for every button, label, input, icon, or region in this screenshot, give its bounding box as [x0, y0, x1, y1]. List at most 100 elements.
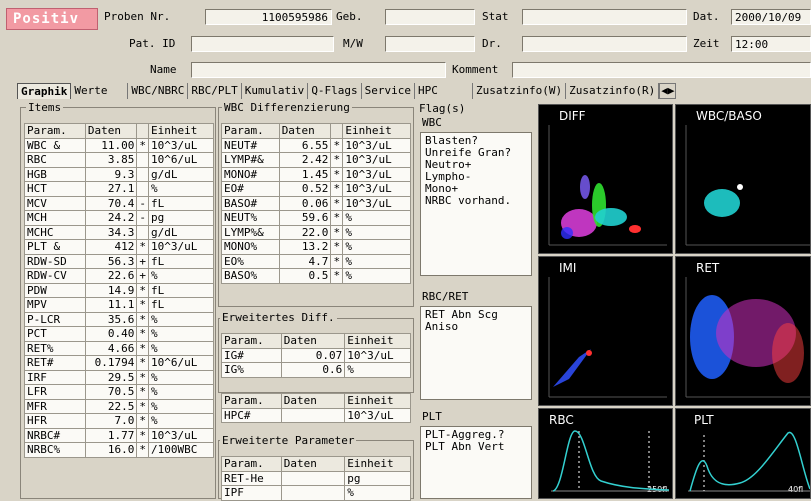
items-cell: *: [136, 326, 149, 342]
table-row[interactable]: EO% 4.7 *%: [221, 253, 411, 269]
items-cell: [136, 224, 149, 240]
table-row[interactable]: IG# 0.07 10^3/uL: [221, 347, 411, 363]
tab-kumulativ[interactable]: Kumulativ: [242, 83, 309, 99]
table-row[interactable]: PLT & 412 * 10^3/uL: [24, 239, 215, 255]
komment-field[interactable]: [512, 62, 811, 78]
tab-rbc-plt[interactable]: RBC/PLT: [188, 83, 242, 99]
table-row[interactable]: MONO# 1.45 * 10^3/uL: [221, 166, 411, 182]
items-cell: 4.66: [84, 340, 138, 356]
wbc-cell: MONO%: [221, 239, 280, 255]
items-cell: LFR: [24, 384, 86, 400]
table-row[interactable]: IG% 0.6%: [221, 362, 411, 378]
wbc-cell: *: [330, 181, 344, 197]
wbc-cell: 1.45: [278, 166, 332, 182]
patid-label: Pat. ID: [129, 37, 176, 50]
table-row[interactable]: HFR 7.0 *%: [24, 413, 215, 429]
items-header: Daten: [84, 123, 138, 139]
items-cell: %: [147, 398, 215, 414]
tab-service[interactable]: Service: [362, 83, 416, 99]
table-row[interactable]: LYMP%& 22.0 *%: [221, 224, 411, 240]
table-row[interactable]: MCV 70.4- fL: [24, 195, 215, 211]
items-cell: %: [147, 340, 215, 356]
tab-hpc[interactable]: HPC: [415, 83, 474, 99]
table-row[interactable]: NEUT# 6.55 * 10^3/uL: [221, 137, 411, 153]
ediff-header: Daten: [280, 333, 346, 349]
table-row[interactable]: EO# 0.52 * 10^3/uL: [221, 181, 411, 197]
plt-hist-graphic: [688, 431, 810, 492]
hpc-cell: HPC#: [221, 407, 282, 423]
table-row[interactable]: IPF%: [221, 485, 411, 501]
items-cell: RDW-SD: [24, 253, 86, 269]
table-row[interactable]: NRBC# 1.77 * 10^3/uL: [24, 427, 215, 443]
rbc-label: RBC: [549, 413, 574, 427]
geb-field[interactable]: [385, 9, 475, 25]
table-row[interactable]: HCT 27.1%: [24, 181, 215, 197]
eparam-cell: [280, 470, 346, 486]
dat-field[interactable]: 2000/10/09: [731, 9, 811, 25]
wbc-cell: 2.42: [278, 152, 332, 168]
name-field[interactable]: [191, 62, 446, 78]
table-row[interactable]: PDW 14.9 * fL: [24, 282, 215, 298]
items-cell: MCH: [24, 210, 86, 226]
items-cell: /100WBC: [147, 442, 215, 458]
hpc-cell: [280, 407, 346, 423]
wbc-cell: *: [330, 152, 344, 168]
items-cell: MFR: [24, 398, 86, 414]
proben-field[interactable]: 1100595986: [205, 9, 332, 25]
table-row[interactable]: RDW-SD 56.3 + fL: [24, 253, 215, 269]
table-row[interactable]: LYMP#& 2.42 * 10^3/uL: [221, 152, 411, 168]
table-row[interactable]: MPV 11.1 * fL: [24, 297, 215, 313]
patid-field[interactable]: [191, 36, 334, 52]
wbc-cell: *: [330, 166, 344, 182]
table-row[interactable]: RDW-CV 22.6 +%: [24, 268, 215, 284]
items-cell: 10^6/uL: [147, 355, 215, 371]
wbc-cell: NEUT#: [221, 137, 280, 153]
table-row[interactable]: P-LCR 35.6 *%: [24, 311, 215, 327]
items-cell: 1.77: [84, 427, 138, 443]
tab-zusatzinfo-r[interactable]: Zusatzinfo(R): [566, 83, 660, 99]
table-row[interactable]: HPC# 10^3/uL: [221, 407, 411, 423]
table-row[interactable]: MFR 22.5 *%: [24, 398, 215, 414]
wbc-header: Einheit: [342, 123, 411, 139]
tab-q-flags[interactable]: Q-Flags: [308, 83, 362, 99]
wbc-cell: 4.7: [278, 253, 332, 269]
stat-field[interactable]: [522, 9, 687, 25]
tab-wbc-nbrc[interactable]: WBC/NBRC: [128, 83, 189, 99]
table-row[interactable]: RET% 4.66 *%: [24, 340, 215, 356]
table-row[interactable]: PCT 0.40 *%: [24, 326, 215, 342]
table-row[interactable]: IRF 29.5 *%: [24, 369, 215, 385]
wbc-cell: BASO%: [221, 268, 280, 284]
table-row[interactable]: RET# 0.1794 * 10^6/uL: [24, 355, 215, 371]
table-row[interactable]: HGB 9.3 g/dL: [24, 166, 215, 182]
items-cell: *: [136, 282, 149, 298]
tab-graphik[interactable]: Graphik: [17, 83, 72, 99]
table-row[interactable]: MONO% 13.2 *%: [221, 239, 411, 255]
items-cell: 7.0: [84, 413, 138, 429]
table-row[interactable]: RBC 3.85 10^6/uL: [24, 152, 215, 168]
tab-werte[interactable]: Werte: [71, 83, 129, 99]
table-row[interactable]: WBC & 11.00 * 10^3/uL: [24, 137, 215, 153]
dr-field[interactable]: [522, 36, 687, 52]
tab-zusatzinfo-w[interactable]: Zusatzinfo(W): [473, 83, 567, 99]
wbc-title: WBC Differenzierung: [222, 101, 352, 114]
wbc-cell: %: [342, 239, 411, 255]
items-cell: NRBC%: [24, 442, 86, 458]
table-row[interactable]: LFR 70.5 *%: [24, 384, 215, 400]
mw-field[interactable]: [385, 36, 475, 52]
items-cell: *: [136, 398, 149, 414]
items-cell: g/dL: [147, 224, 215, 240]
plt-histogram: PLT 40fl: [675, 408, 811, 499]
tab-scroll-arrows[interactable]: ◀▶: [659, 83, 677, 99]
table-row[interactable]: NRBC% 16.0 */100WBC: [24, 442, 215, 458]
wbc-header: Param.: [221, 123, 280, 139]
wbc-cell: *: [330, 253, 344, 269]
ediff-title: Erweitertes Diff.: [220, 311, 337, 324]
table-row[interactable]: MCH 24.2- pg: [24, 210, 215, 226]
table-row[interactable]: MCHC 34.3 g/dL: [24, 224, 215, 240]
table-row[interactable]: NEUT% 59.6 *%: [221, 210, 411, 226]
table-row[interactable]: BASO% 0.5 *%: [221, 268, 411, 284]
table-row[interactable]: RET-He pg: [221, 470, 411, 486]
wbc-cell: BASO#: [221, 195, 280, 211]
table-row[interactable]: BASO# 0.06 * 10^3/uL: [221, 195, 411, 211]
zeit-field[interactable]: 12:00: [731, 36, 811, 52]
